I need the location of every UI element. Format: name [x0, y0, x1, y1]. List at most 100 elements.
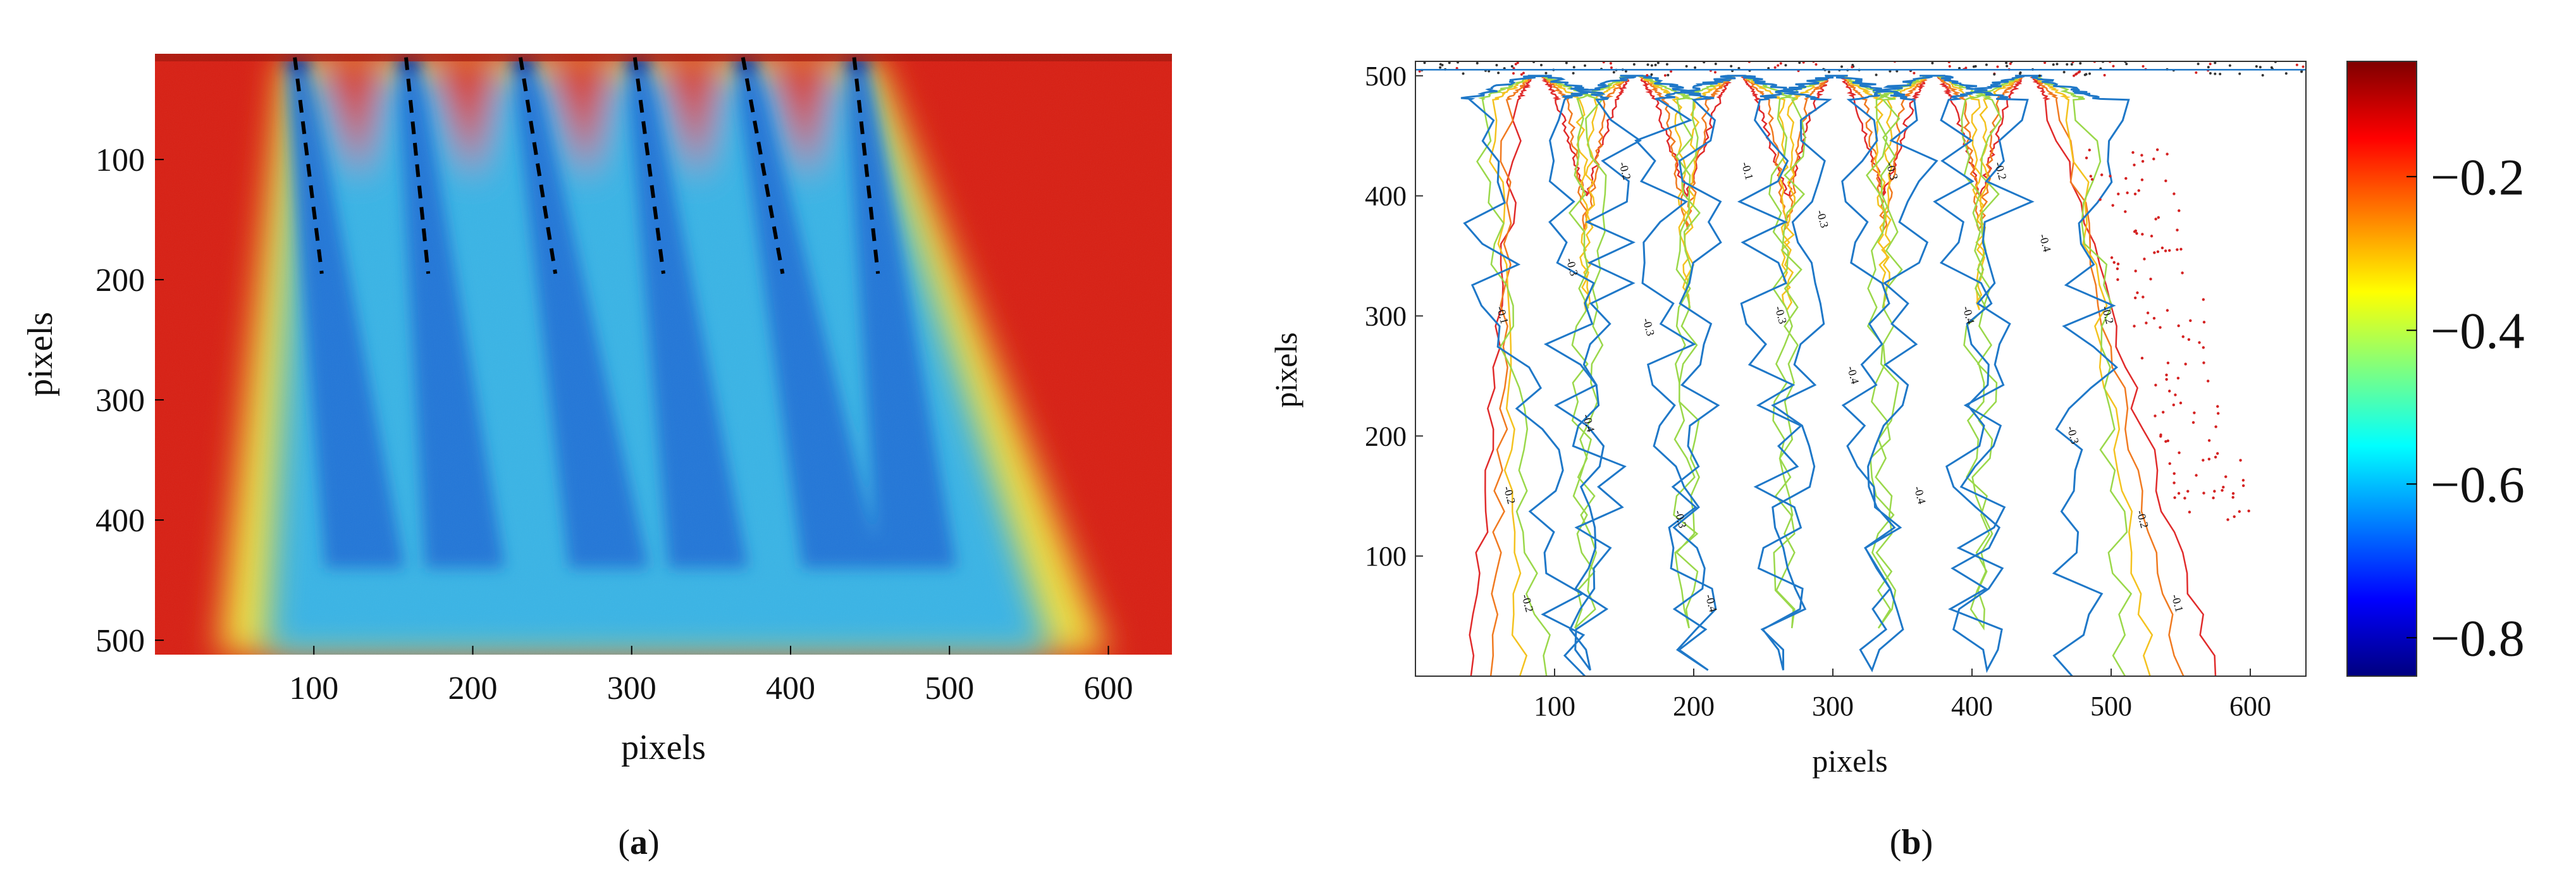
outlier-dot: [2174, 393, 2177, 397]
top-band-dot: [2112, 65, 2115, 68]
panel-b-xtick-label: 500: [2090, 691, 2132, 722]
jet-axis-line-2: [404, 57, 431, 275]
top-band-dot: [2284, 72, 2288, 75]
outlier-dot: [2133, 163, 2136, 166]
top-band-dot: [1948, 65, 1951, 68]
outlier-dot: [2177, 324, 2180, 328]
top-band-dot: [1851, 63, 1854, 66]
panel-a-xtick-label: 100: [289, 670, 338, 707]
outlier-dot: [2145, 321, 2148, 324]
top-band-dot: [1784, 64, 1787, 67]
outlier-dot: [2178, 451, 2181, 454]
outlier-dot: [2247, 509, 2250, 513]
top-band-dot: [2142, 65, 2145, 68]
panel-b-label-letter: b: [1901, 823, 1921, 862]
outlier-dot: [2178, 209, 2181, 213]
top-band-dot: [2270, 66, 2273, 69]
outlier-dot: [2241, 484, 2245, 488]
panel-a-xtick-label: 400: [766, 670, 815, 707]
outlier-dot: [2202, 346, 2205, 349]
top-band-dot: [1665, 63, 1668, 66]
outlier-dot: [2176, 248, 2179, 251]
panel-a-label-letter: a: [630, 823, 648, 862]
panel-b: -0.1-0.2-0.2-0.3-0.4-0.2-0.3-0.3-0.4-0.1…: [1268, 61, 2307, 862]
top-band-dot: [1650, 73, 1653, 76]
top-band-dot: [2079, 62, 2082, 65]
top-band-dot: [1875, 73, 1878, 77]
outlier-dot: [2195, 474, 2198, 477]
outlier-dot: [2168, 462, 2171, 466]
top-band-dot: [1516, 61, 1519, 65]
top-band-dot: [1455, 66, 1458, 70]
top-band-dot: [1694, 66, 1697, 69]
top-band-dot: [1520, 73, 1523, 76]
outlier-dot: [2233, 515, 2236, 519]
contour-line: [1469, 75, 2217, 676]
top-band-dot: [2052, 63, 2055, 66]
outlier-dot: [2137, 189, 2140, 192]
panel-b-xtick-label: 300: [1812, 691, 1854, 722]
outlier-dot: [2215, 452, 2219, 455]
outlier-dot: [2179, 401, 2183, 405]
panel-a-jet-markers: [293, 57, 880, 275]
outlier-dot: [2214, 455, 2217, 459]
outlier-dot: [2166, 152, 2169, 156]
outlier-dot: [2202, 298, 2205, 301]
top-band-dot: [1448, 61, 1451, 65]
outlier-dot: [2164, 179, 2167, 183]
outlier-dot: [2159, 435, 2162, 438]
outlier-dot: [2109, 175, 2112, 178]
panel-b-ytick-label: 400: [1365, 181, 1407, 212]
outlier-dots: [1418, 61, 2305, 521]
outlier-dot: [2222, 485, 2225, 489]
top-band-dot: [1539, 63, 1543, 66]
outlier-dot: [2221, 489, 2224, 492]
top-band-dot: [2009, 62, 2012, 65]
outlier-dot: [2172, 403, 2176, 407]
outlier-dot: [2135, 231, 2138, 235]
colorbar-gradient: [2346, 61, 2417, 677]
outlier-dot: [2149, 277, 2152, 281]
outlier-dot: [2181, 271, 2184, 275]
top-band-dot: [1993, 73, 1996, 76]
panel-b-xtick-label: 600: [2229, 691, 2271, 722]
panel-a-xtick-label: 600: [1084, 670, 1133, 707]
outlier-dot: [2202, 321, 2206, 324]
top-band-dot: [2043, 61, 2047, 65]
top-band-dot: [1851, 66, 1854, 69]
top-band-dot: [2088, 72, 2092, 75]
top-band-dot: [2259, 66, 2262, 69]
top-band-dot: [2302, 65, 2305, 68]
top-band-dot: [1667, 73, 1670, 77]
top-band-dot: [1737, 66, 1741, 70]
top-band-dot: [1958, 66, 1961, 70]
panel-b-frame: [1415, 61, 2307, 677]
outlier-dot: [2165, 373, 2168, 376]
outlier-dot: [2198, 341, 2201, 344]
top-band-dot: [2005, 61, 2008, 65]
top-band-dot: [1476, 61, 1479, 65]
top-band-dot: [2207, 66, 2210, 69]
top-band-dot: [1985, 63, 1988, 66]
outlier-dot: [2155, 148, 2159, 151]
top-band-dot: [1462, 72, 1465, 75]
jet-axis-line-3: [518, 57, 558, 275]
panel-b-label-close: ): [1921, 823, 1933, 862]
outlier-dot: [2184, 362, 2187, 366]
panel-b-xlabel: pixels: [1812, 743, 1887, 779]
panel-a: 100 200 300 400 500 600 100 200 300 400 500 pixels…: [21, 54, 1172, 862]
top-band-dot: [1624, 70, 1627, 73]
outlier-dot: [2159, 326, 2162, 329]
outlier-dot: [2088, 149, 2091, 152]
outlier-dot: [2117, 192, 2120, 195]
top-band-dot: [1544, 71, 1548, 75]
outlier-dot: [2124, 176, 2128, 180]
outlier-dot: [2189, 319, 2192, 323]
panel-a-label-open: (: [618, 823, 630, 862]
panel-a-xtick-label: 200: [448, 670, 498, 707]
top-band-dot: [1612, 71, 1615, 74]
colorbar-tick-label: −0.8: [2431, 609, 2525, 667]
outlier-dot: [2231, 492, 2235, 495]
top-band-dot: [2238, 72, 2241, 75]
